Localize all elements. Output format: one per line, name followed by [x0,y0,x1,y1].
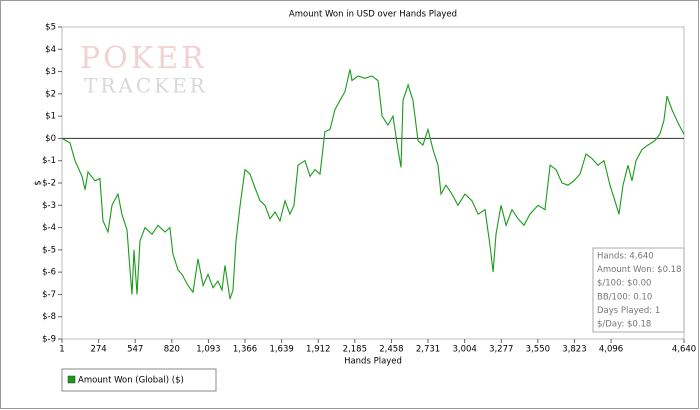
y-tick-label: $2 [45,89,56,99]
x-tick-label: 3,550 [526,345,550,355]
y-tick-label: $5 [45,23,56,33]
y-tick-label: $-2 [42,179,56,189]
stat-line: Amount Won: $0.18 [597,265,682,275]
x-tick-label: 4,640 [672,345,696,355]
x-tick-label: 1 [59,345,64,355]
x-tick-label: 3,004 [452,345,476,355]
y-tick-label: $3 [45,67,56,77]
stat-line: Days Played: 1 [597,306,660,316]
data-line [61,69,685,300]
x-tick-label: 2,458 [379,345,403,355]
y-tick-label: $-8 [42,312,56,322]
x-tick-label: 1,912 [306,345,330,355]
x-tick-label: 1,366 [233,345,257,355]
x-axis-title: Hands Played [344,357,402,367]
stat-line: BB/100: 0.10 [597,292,652,302]
x-tick-label: 820 [164,345,180,355]
stats-box [592,247,685,333]
y-tick-label: $-5 [42,245,56,255]
legend-label: Amount Won (Global) ($) [78,376,184,386]
y-tick-label: $-7 [42,290,56,300]
y-tick-label: $-4 [42,223,56,233]
y-tick-label: $0 [45,134,56,144]
legend [61,368,217,392]
y-tick-label: $-9 [42,335,56,345]
x-tick-label: 4,096 [599,345,623,355]
chart-title: Amount Won in USD over Hands Played [289,10,457,20]
x-tick-label: 1,093 [196,345,220,355]
y-tick-label: $-6 [42,268,56,278]
stat-line: $/Day: $0.18 [597,320,651,330]
y-axis-title: $ [34,180,44,185]
logo-top: POKER [80,41,207,76]
x-tick-label: 2,731 [416,345,440,355]
x-tick-label: 3,277 [489,345,513,355]
x-tick-label: 547 [127,345,143,355]
logo-bottom: TRACKER [84,74,208,98]
x-tick-label: 274 [90,345,106,355]
x-tick-label: 3,823 [562,345,586,355]
legend-swatch [67,375,76,384]
x-tick-label: 1,639 [269,345,293,355]
stat-line: Hands: 4,640 [597,252,654,262]
x-tick-label: 2,185 [343,345,367,355]
y-tick-label: $4 [45,45,56,55]
stat-line: $/100: $0.00 [597,279,651,289]
y-tick-label: $-1 [42,156,56,166]
y-tick-label: $1 [45,112,56,122]
y-tick-label: $-3 [42,201,56,211]
